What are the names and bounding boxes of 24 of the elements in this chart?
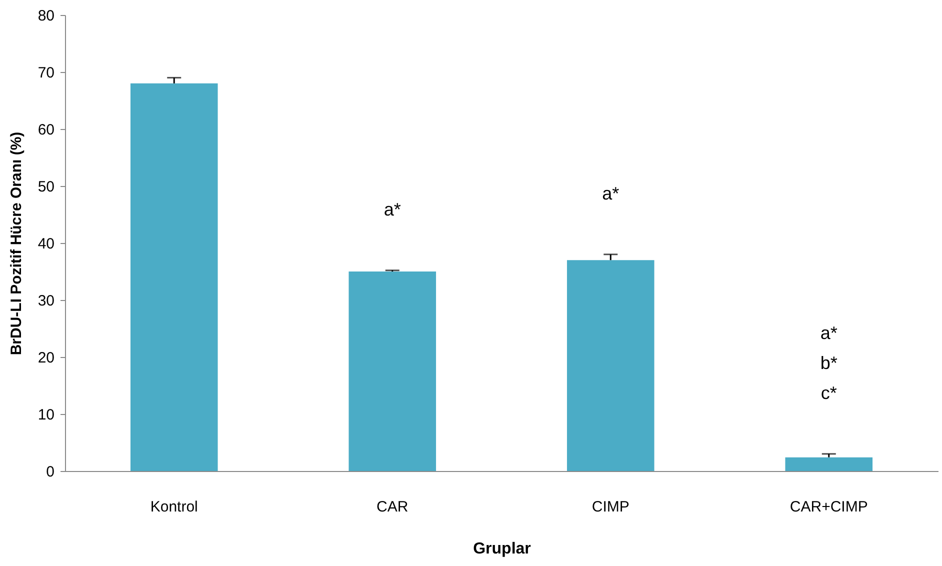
x-tick-label: CAR+CIMP (790, 498, 868, 516)
y-tick-label: 70 (38, 64, 54, 82)
y-tick-label: 50 (38, 178, 54, 196)
bar (348, 272, 436, 471)
bar (566, 260, 654, 471)
y-tick-label: 80 (38, 8, 54, 24)
y-tick-label: 10 (38, 406, 54, 424)
x-tick-label: Kontrol (150, 498, 198, 516)
annotation: a* (602, 183, 620, 204)
x-axis-title: Gruplar (473, 540, 531, 558)
annotation: b* (820, 352, 838, 373)
bar (785, 457, 873, 471)
bar (130, 83, 218, 471)
y-tick-label: 20 (38, 350, 54, 366)
y-tick-label: 30 (38, 292, 54, 310)
annotation: a* (384, 199, 401, 220)
annotation: c* (820, 382, 837, 403)
y-axis-title: BrDU-LI Pozitif Hücre Oranı (%) (8, 132, 25, 356)
x-tick-label: CIMP (592, 498, 630, 516)
y-tick-label: 60 (38, 122, 54, 138)
annotation: a* (820, 322, 838, 343)
x-tick-label: CAR (376, 498, 408, 516)
y-tick-label: 0 (46, 464, 54, 480)
y-tick-label: 40 (38, 236, 54, 252)
